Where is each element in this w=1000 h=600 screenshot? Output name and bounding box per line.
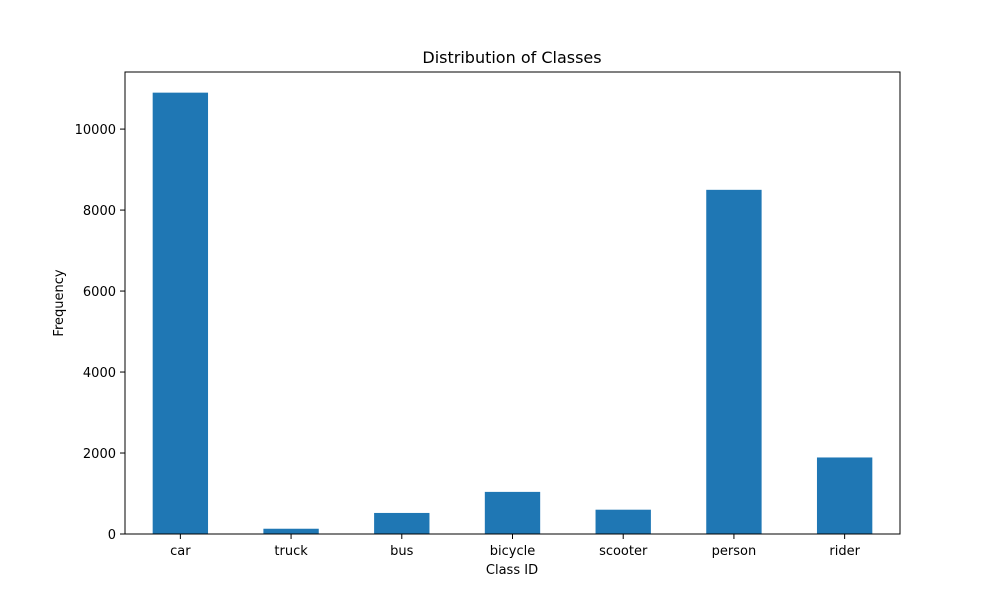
bar-bus <box>374 512 430 534</box>
x-axis-ticks: car truck bus bicycle scooter person rider <box>170 534 861 559</box>
x-tick-label: truck <box>274 544 308 559</box>
x-tick-label: scooter <box>599 544 648 559</box>
bar-car <box>152 92 209 535</box>
bar-person <box>706 189 762 534</box>
y-tick-label: 2000 <box>83 447 116 462</box>
x-tick-label: car <box>170 544 191 559</box>
y-axis-label: Frequency <box>52 269 67 336</box>
bar-scooter <box>595 509 651 534</box>
y-axis-ticks: 0 2000 4000 6000 8000 10000 <box>75 123 125 543</box>
y-tick-label: 10000 <box>75 123 116 138</box>
bars-group <box>152 92 873 535</box>
bar-truck <box>263 528 319 534</box>
y-tick-label: 8000 <box>83 204 116 219</box>
y-tick-label: 4000 <box>83 366 116 381</box>
x-axis-label: Class ID <box>486 563 538 578</box>
x-tick-label: bicycle <box>490 544 535 559</box>
chart-title: Distribution of Classes <box>422 48 601 67</box>
y-tick-label: 0 <box>108 528 116 543</box>
x-tick-label: bus <box>390 544 413 559</box>
x-tick-label: person <box>712 544 757 559</box>
y-tick-label: 6000 <box>83 285 116 300</box>
bar-rider <box>816 457 873 534</box>
bar-bicycle <box>484 491 541 534</box>
x-tick-label: rider <box>829 544 860 559</box>
plot-frame <box>124 71 901 535</box>
